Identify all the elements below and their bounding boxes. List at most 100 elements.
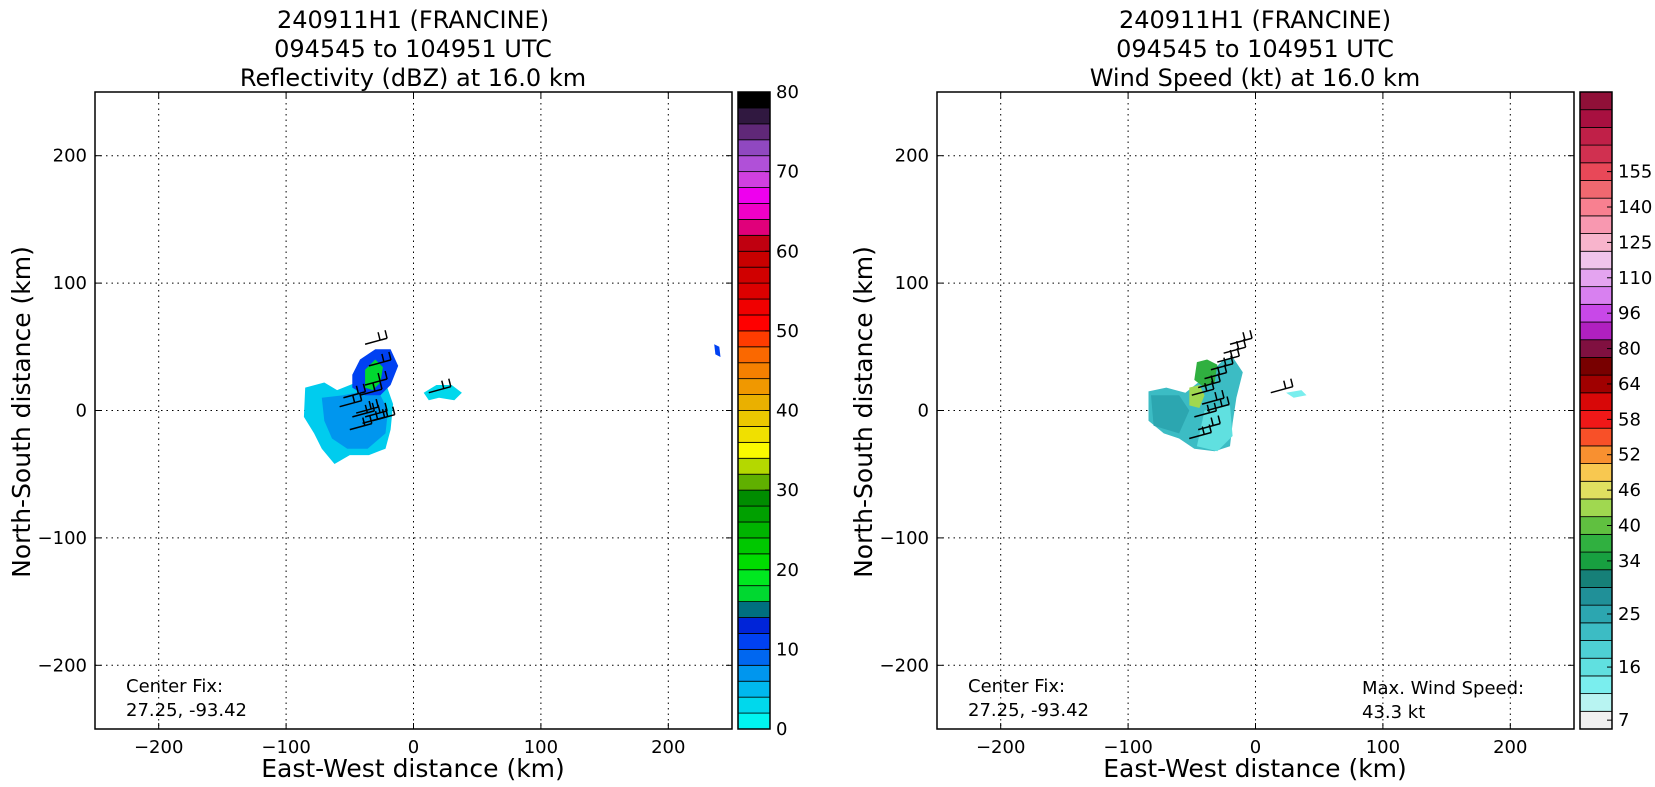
reflectivity-colorbar-tick-label: 10: [776, 639, 799, 660]
wind-wind-barb-flag: [1217, 415, 1221, 424]
wind-wind-barb-flag: [1214, 391, 1218, 401]
wind-colorbar-segment: [1579, 91, 1613, 111]
wind-colorbar-tick-label: 110: [1618, 268, 1652, 289]
wind-colorbar-segment: [1579, 463, 1613, 482]
reflectivity-colorbar-segment: [737, 171, 771, 188]
reflectivity-wind-barb-flag: [372, 383, 376, 392]
wind-plot-background: [937, 92, 1574, 729]
wind-colorbar-segment: [1579, 675, 1613, 695]
wind-wind-barb-flag: [1210, 417, 1214, 426]
reflectivity-wind-barb-flag: [364, 404, 369, 414]
reflectivity-wind-barb-flag: [369, 415, 373, 424]
reflectivity-wind-barb-staff: [355, 406, 379, 414]
reflectivity-colorbar-segment: [737, 489, 771, 507]
reflectivity-wind-barb-flag: [381, 409, 386, 418]
reflectivity-wind-barb: [349, 415, 373, 431]
reflectivity-wind-barb-staff: [349, 422, 372, 431]
reflectivity-colorbar-segment: [737, 473, 771, 491]
wind-wind-barb-staff: [1191, 388, 1214, 396]
reflectivity-wind-barb-flag: [385, 408, 389, 417]
reflectivity-wind-barb-flag: [368, 400, 372, 410]
wind-wind-barb-flag: [1223, 357, 1227, 366]
wind-wind-barb-flag: [1213, 402, 1218, 412]
wind-wind-barb-flag: [1236, 347, 1241, 357]
reflectivity-colorbar-tick-label: 70: [776, 162, 799, 183]
wind-wind-barb-staff: [1229, 337, 1253, 345]
wind-wind-barb: [1229, 330, 1253, 345]
wind-wind-barb: [1189, 424, 1212, 440]
wind-colorbar-tick-label: 7: [1618, 710, 1629, 731]
wind-colorbar-tick-label: 46: [1618, 480, 1641, 501]
wind-colorbar-segment: [1579, 427, 1613, 447]
wind-main-wind-dark: [1151, 395, 1190, 434]
reflectivity-colorbar-segment: [737, 203, 771, 220]
reflectivity-colorbar-segment: [737, 553, 771, 571]
reflectivity-y-tick-label: 100: [53, 273, 87, 294]
reflectivity-colorbar-segment: [737, 426, 771, 443]
reflectivity-colorbar-segment: [737, 187, 771, 204]
reflectivity-colorbar-segment: [737, 601, 771, 618]
wind-wind-barb-flag: [1290, 378, 1294, 387]
reflectivity-wind-barb: [359, 381, 383, 396]
reflectivity-wind-barb: [364, 330, 388, 345]
reflectivity-colorbar-segment: [737, 282, 771, 300]
wind-wind-barb-flag: [1208, 424, 1212, 433]
reflectivity-far-east-echo: [714, 344, 721, 357]
max-wind-speed-label: Max. Wind Speed:: [1362, 678, 1524, 699]
wind-x-tick-label: 100: [1366, 737, 1400, 758]
reflectivity-wind-barb-flag: [377, 404, 381, 414]
reflectivity-colorbar-segment: [737, 155, 771, 173]
wind-colorbar-segment: [1579, 180, 1613, 199]
reflectivity-center-fix-value: 27.25, -93.42: [126, 700, 247, 721]
wind-plot-area: −200 −100 0 100 200 −200 −100 0 100 200: [880, 91, 1575, 758]
reflectivity-y-tick-label: −200: [38, 655, 87, 676]
reflectivity-title-line-2: 094545 to 104951 UTC: [274, 35, 552, 63]
reflectivity-wind-barb-flag: [384, 370, 388, 380]
reflectivity-wind-barb-flag: [388, 351, 392, 361]
wind-colorbar-segment: [1579, 357, 1613, 376]
wind-wind-barb-flag: [1204, 383, 1208, 392]
wind-colorbar-tick-label: 80: [1618, 339, 1641, 360]
reflectivity-colorbar-segment: [737, 712, 771, 730]
wind-y-tick-label: 100: [895, 273, 929, 294]
reflectivity-wind-barb-flag: [384, 402, 388, 412]
max-wind-speed-value: 43.3 kt: [1362, 702, 1425, 723]
wind-colorbar-tick-label: 96: [1618, 303, 1641, 324]
reflectivity-colorbar-tick-label: 80: [776, 82, 799, 103]
reflectivity-colorbar-segment: [737, 139, 771, 157]
wind-colorbar-segment: [1579, 392, 1613, 411]
wind-y-tick-label: 200: [895, 146, 929, 167]
reflectivity-title-line-3: Reflectivity (dBZ) at 16.0 km: [240, 64, 586, 92]
reflectivity-x-axis-label: East-West distance (km): [261, 754, 565, 783]
reflectivity-wind-barb-flag: [371, 402, 376, 412]
reflectivity-colorbar-segment: [737, 537, 771, 555]
wind-colorbar-segment: [1579, 622, 1613, 641]
reflectivity-y-tick-label: 200: [53, 146, 87, 167]
reflectivity-colorbar-segment: [737, 648, 771, 666]
wind-core-green: [1194, 359, 1218, 388]
reflectivity-wind-barb-staff: [428, 385, 451, 394]
reflectivity-main-echo-inner: [321, 391, 388, 449]
reflectivity-x-tick-label: −100: [261, 737, 310, 758]
wind-wind-barb-flag: [1206, 404, 1211, 414]
reflectivity-colorbar-segment: [737, 91, 771, 109]
reflectivity-eastern-echo: [423, 385, 462, 401]
reflectivity-northern-band-core: [365, 359, 383, 391]
reflectivity-wind-barb-staff: [339, 399, 362, 408]
wind-colorbar-segment: [1579, 498, 1613, 518]
reflectivity-colorbar-segment: [737, 314, 771, 332]
reflectivity-wind-barb-flag: [355, 385, 360, 394]
reflectivity-colorbar-segment: [737, 378, 771, 395]
reflectivity-y-axis-label: North-South distance (km): [7, 246, 36, 578]
reflectivity-colorbar-segment: [737, 266, 771, 284]
wind-wind-barb-staff: [1270, 385, 1293, 394]
reflectivity-wind-barb-flag: [377, 372, 381, 382]
wind-wind-barb: [1204, 364, 1228, 380]
reflectivity-colorbar-segment: [737, 569, 771, 587]
wind-wind-barb-flag: [1217, 373, 1221, 382]
wind-title-line-2: 094545 to 104951 UTC: [1116, 35, 1394, 63]
wind-wind-barb-flag: [1211, 381, 1215, 390]
wind-colorbar-tick-label: 155: [1618, 162, 1652, 183]
reflectivity-colorbar-segment: [737, 457, 771, 475]
wind-wind-barb-flag: [1216, 366, 1221, 375]
